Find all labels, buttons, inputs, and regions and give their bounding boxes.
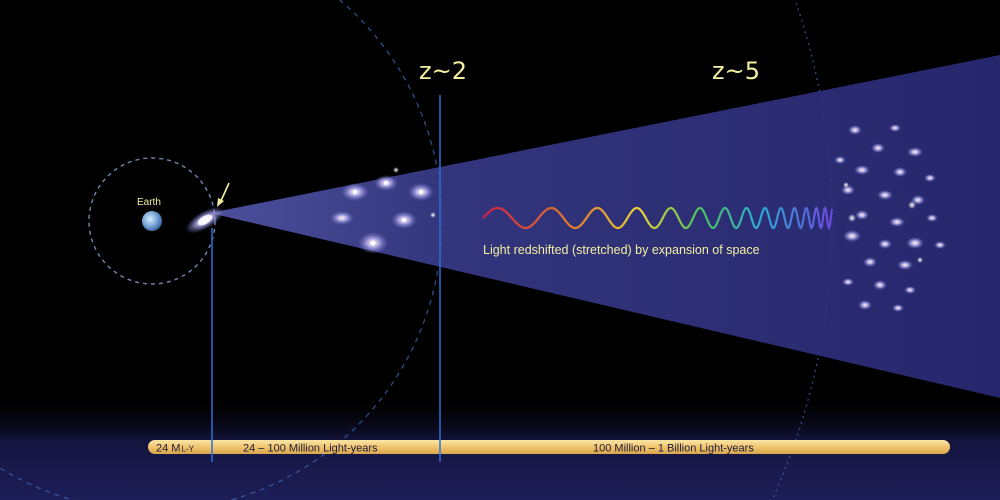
redshifted-light-wave <box>482 206 834 231</box>
distance-segment-local: 24 ML-Y <box>156 443 195 455</box>
galaxy-cluster-near-icon <box>330 167 436 254</box>
z5-label: z~5 <box>712 57 760 85</box>
earth: Earth <box>137 197 162 231</box>
milky-way-galaxy-icon <box>185 206 225 234</box>
galaxy-cluster-far-icon <box>834 124 946 312</box>
earth-icon <box>142 211 162 231</box>
z2-label: z~2 <box>419 57 467 85</box>
distance-segment-far: 100 Million – 1 Billion Light-years <box>593 443 754 455</box>
distance-segment-local-unit: L-Y <box>181 445 194 454</box>
earth-label: Earth <box>137 197 161 208</box>
light-cone <box>210 55 1000 398</box>
pointer-arrow-icon <box>217 182 230 207</box>
distance-segment-local-value: 24 M <box>156 443 180 455</box>
distance-bar: 24 ML-Y 24 – 100 Million Light-years 100… <box>148 440 950 455</box>
redshift-caption: Light redshifted (stretched) by expansio… <box>483 243 760 257</box>
distance-bar-fill <box>148 440 950 454</box>
distance-segment-middle: 24 – 100 Million Light-years <box>243 443 378 455</box>
